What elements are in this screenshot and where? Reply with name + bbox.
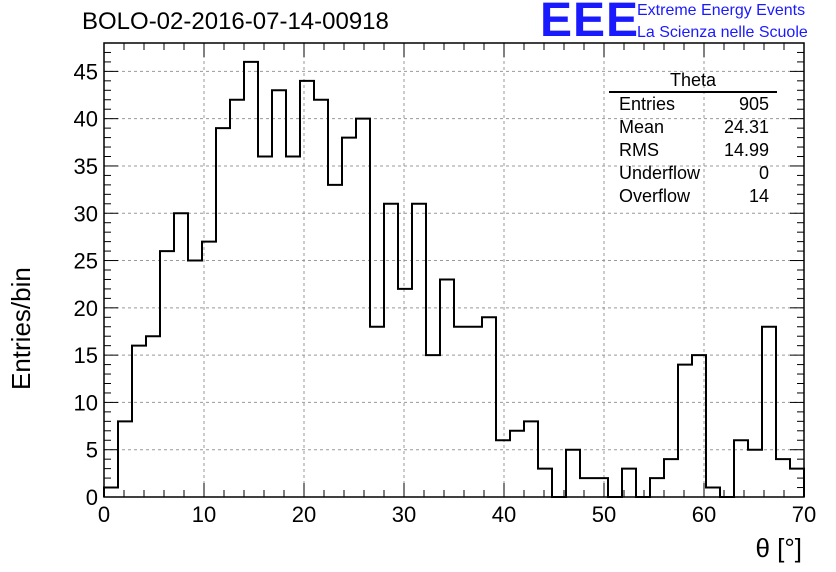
x-tick-label: 50	[592, 502, 616, 527]
stats-value: 0	[758, 163, 769, 183]
y-tick-label: 45	[74, 59, 98, 84]
stats-title: Theta	[609, 70, 777, 93]
x-tick-label: 60	[692, 502, 716, 527]
eee-logo-line2: La Scienza nelle Scuole	[637, 24, 808, 41]
y-tick-label: 25	[74, 249, 98, 274]
plot-frame	[103, 42, 805, 498]
stats-row-underflow: Underflow 0	[609, 162, 777, 185]
stats-value: 905	[738, 94, 769, 114]
stats-value: 14	[748, 186, 769, 206]
y-tick-label: 40	[74, 107, 98, 132]
y-tick-label: 0	[86, 485, 98, 510]
y-axis-tick-labels: 0 5 10 15 20 25 30 35 40 45	[74, 59, 98, 510]
x-axis-tick-labels: 0 10 20 30 40 50 60 70	[98, 502, 816, 527]
stats-label: Entries	[619, 94, 676, 114]
y-tick-label: 20	[74, 296, 98, 321]
stats-label: RMS	[619, 140, 659, 160]
stats-row-mean: Mean 24.31	[609, 116, 777, 139]
y-tick-label: 35	[74, 154, 98, 179]
x-tick-label: 40	[492, 502, 516, 527]
stats-row-overflow: Overflow 14	[609, 185, 777, 208]
x-tick-label: 30	[392, 502, 416, 527]
y-tick-label: 5	[86, 438, 98, 463]
stats-value: 14.99	[723, 140, 769, 160]
stats-label: Mean	[619, 117, 665, 137]
x-tick-label: 20	[292, 502, 316, 527]
y-tick-label: 15	[74, 343, 98, 368]
stats-value: 24.31	[723, 117, 769, 137]
chart-title: BOLO-02-2016-07-14-00918	[82, 8, 389, 35]
stats-row-rms: RMS 14.99	[609, 139, 777, 162]
stats-label: Overflow	[619, 186, 691, 206]
y-axis-label: Entries/bin	[6, 267, 36, 390]
x-tick-label: 70	[792, 502, 816, 527]
histogram-step-line	[103, 60, 805, 498]
x-tick-label: 0	[98, 502, 110, 527]
x-tick-label: 10	[192, 502, 216, 527]
stats-label: Underflow	[619, 163, 701, 183]
eee-logo-line1: Extreme Energy Events	[637, 2, 806, 19]
x-axis-label: θ [°]	[755, 533, 802, 563]
y-tick-label: 30	[74, 201, 98, 226]
y-tick-label: 10	[74, 390, 98, 415]
stats-box: Theta Entries 905 Mean 24.31 RMS 14.99 U…	[609, 70, 777, 208]
stats-row-entries: Entries 905	[609, 93, 777, 116]
eee-logo-mark: EEE	[540, 0, 640, 47]
